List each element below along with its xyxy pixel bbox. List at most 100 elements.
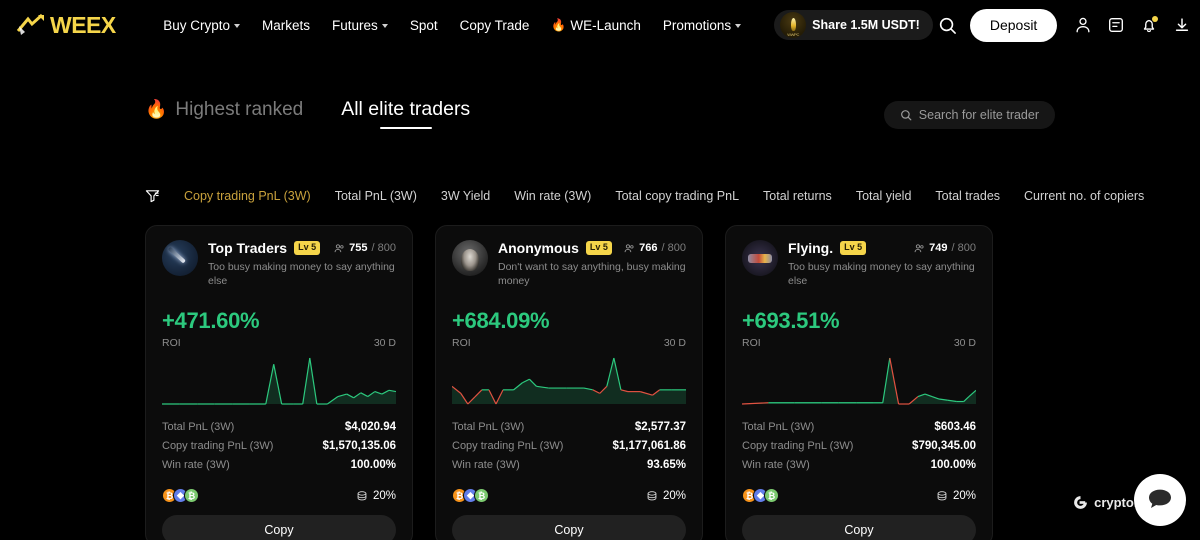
nav-item-futures[interactable]: Futures	[321, 18, 399, 33]
stat-label: Total PnL (3W)	[162, 420, 235, 433]
filter-win-rate-3w[interactable]: Win rate (3W)	[514, 188, 592, 203]
stat-label: Win rate (3W)	[162, 458, 230, 471]
nav-item-spot[interactable]: Spot	[399, 18, 449, 33]
filter-copy-trading-pnl-3w[interactable]: Copy trading PnL (3W)	[184, 188, 311, 203]
filter-total-yield[interactable]: Total yield	[855, 188, 912, 203]
bell-icon[interactable]	[1134, 10, 1164, 40]
coins-stack-icon	[937, 491, 947, 501]
stat-label: Win rate (3W)	[452, 458, 520, 471]
stat-row: Win rate (3W) 100.00%	[742, 455, 976, 474]
tab-label: All elite traders	[341, 98, 471, 120]
cryptoneur-logo-icon	[1074, 496, 1087, 509]
nav-item-copy-trade[interactable]: Copy Trade	[449, 18, 541, 33]
roi-period: 30 D	[663, 337, 686, 350]
profit-share: 20%	[356, 490, 396, 502]
filter-total-copy-trading-pnl[interactable]: Total copy trading PnL	[615, 188, 740, 203]
traded-coins: ₿ ◆ ₿	[162, 488, 199, 504]
nav-label: Copy Trade	[459, 17, 530, 33]
roi-block: +471.60% ROI 30 D	[162, 308, 396, 349]
filter-3w-yield[interactable]: 3W Yield	[440, 188, 491, 203]
search-placeholder: Search for elite trader	[918, 107, 1039, 122]
roi-block: +684.09% ROI 30 D	[452, 308, 686, 349]
roi-value: +471.60%	[162, 308, 260, 334]
nav-label: WE-Launch	[570, 17, 641, 33]
stat-value: $4,020.94	[344, 420, 396, 433]
trader-name: Top Traders	[208, 240, 288, 256]
nav-item-buy-crypto[interactable]: Buy Crypto	[152, 18, 251, 33]
copiers-count: 766 / 800	[624, 242, 686, 254]
filter-total-pnl-3w[interactable]: Total PnL (3W)	[334, 188, 417, 203]
stat-value: $790,345.00	[912, 439, 976, 452]
weex-logo[interactable]: WEEX	[16, 12, 116, 39]
copiers-current: 749	[929, 242, 948, 254]
traded-coins: ₿ ◆ ₿	[452, 488, 489, 504]
trader-name-line: Flying. Lv 5 749 / 800	[788, 240, 976, 256]
copiers-count: 749 / 800	[914, 242, 976, 254]
user-icon[interactable]	[1068, 10, 1098, 40]
deposit-button[interactable]: Deposit	[969, 8, 1058, 42]
filter-total-trades[interactable]: Total trades	[935, 188, 1001, 203]
copy-button[interactable]: Copy	[162, 515, 396, 540]
nav-label: Spot	[409, 17, 438, 33]
search-icon[interactable]	[933, 10, 963, 40]
altcoin-icon: ₿	[764, 488, 779, 504]
weex-logo-mark	[16, 13, 46, 37]
roi-sparkline-chart	[452, 355, 686, 407]
profit-share-value: 20%	[952, 489, 976, 502]
nav-label: Promotions	[662, 17, 732, 33]
roi-label: ROI	[162, 337, 181, 350]
coins-row: ₿ ◆ ₿ 20%	[452, 488, 686, 504]
avatar	[162, 240, 198, 276]
stat-label: Total PnL (3W)	[742, 420, 815, 433]
traded-coins: ₿ ◆ ₿	[742, 488, 779, 504]
trader-card[interactable]: Anonymous Lv 5 766 / 800 Don't want to s…	[435, 225, 703, 540]
trader-card[interactable]: Flying. Lv 5 749 / 800 Too busy making m…	[725, 225, 993, 540]
copy-button[interactable]: Copy	[452, 515, 686, 540]
trader-name: Flying.	[788, 240, 834, 256]
roi-value: +684.09%	[452, 308, 550, 334]
main-nav: Buy Crypto Markets Futures Spot Copy Tra…	[152, 18, 752, 33]
chat-icon[interactable]	[1101, 10, 1131, 40]
filter-icon[interactable]	[145, 188, 160, 203]
trader-stats: Total PnL (3W) $603.46 Copy trading PnL …	[742, 417, 976, 474]
level-badge: Lv 5	[294, 241, 321, 255]
nav-item-promotions[interactable]: Promotions	[652, 18, 752, 33]
stat-value: $603.46	[934, 420, 976, 433]
tab-all-elite-traders[interactable]: All elite traders	[341, 98, 470, 131]
people-icon	[624, 243, 634, 252]
notification-dot	[1152, 16, 1159, 22]
trader-stats: Total PnL (3W) $2,577.37 Copy trading Pn…	[452, 417, 686, 474]
download-icon[interactable]	[1167, 10, 1197, 40]
trader-bio: Don't want to say anything, busy making …	[498, 261, 686, 287]
stat-row: Total PnL (3W) $2,577.37	[452, 417, 686, 436]
copiers-max: / 800	[951, 242, 976, 254]
chevron-down-icon	[381, 24, 388, 28]
roi-period: 30 D	[373, 337, 396, 350]
chat-support-button[interactable]	[1134, 474, 1186, 526]
copiers-max: / 800	[371, 242, 396, 254]
search-elite-trader-input[interactable]: Search for elite trader	[883, 100, 1055, 129]
roi-label: ROI	[452, 337, 471, 350]
coins-row: ₿ ◆ ₿ 20%	[742, 488, 976, 504]
promo-share-usdt-button[interactable]: WWPC Share 1.5M USDT!	[774, 10, 933, 40]
trader-name-line: Top Traders Lv 5 755 / 800	[208, 240, 396, 256]
roi-value: +693.51%	[742, 308, 840, 334]
profit-share: 20%	[936, 490, 976, 502]
stat-row: Win rate (3W) 100.00%	[162, 455, 396, 474]
trophy-icon: WWPC	[780, 12, 807, 38]
level-badge: Lv 5	[840, 241, 867, 255]
trader-card-list: Top Traders Lv 5 755 / 800 Too busy maki…	[145, 225, 1055, 540]
copy-button[interactable]: Copy	[742, 515, 976, 540]
stat-value: 100.00%	[930, 458, 976, 471]
filter-current-no-of-copiers[interactable]: Current no. of copiers	[1024, 188, 1145, 203]
trader-card[interactable]: Top Traders Lv 5 755 / 800 Too busy maki…	[145, 225, 413, 540]
stat-label: Copy trading PnL (3W)	[742, 439, 854, 452]
stat-label: Total PnL (3W)	[452, 420, 525, 433]
trader-bio: Too busy making money to say anything el…	[208, 261, 395, 287]
nav-item-markets[interactable]: Markets	[251, 18, 321, 33]
stat-label: Copy trading PnL (3W)	[162, 439, 274, 452]
apps-grid-icon[interactable]	[134, 16, 137, 34]
nav-item-we-launch[interactable]: 🔥 WE-Launch	[540, 18, 652, 33]
filter-total-returns[interactable]: Total returns	[763, 188, 832, 203]
tab-highest-ranked[interactable]: 🔥 Highest ranked	[145, 99, 303, 131]
